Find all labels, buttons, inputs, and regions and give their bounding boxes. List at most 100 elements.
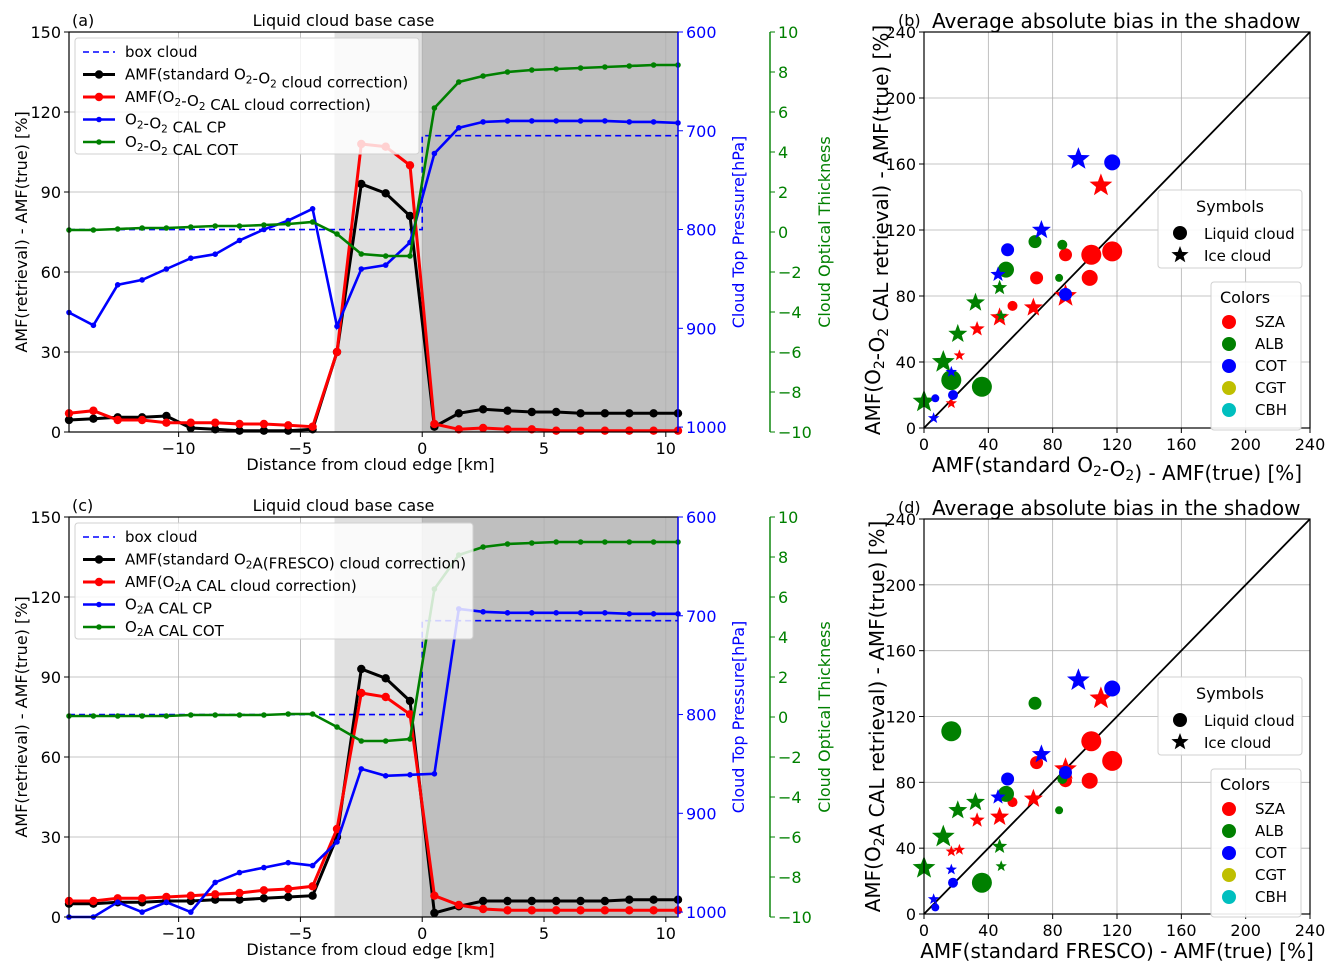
cp-tick-label: 900 [686,319,717,338]
cal-cp-point [90,322,97,329]
cal-cot-point [139,713,145,719]
cal-amf-point [89,406,98,415]
x-tick-label: 10 [656,924,676,943]
cal-cp-point [188,909,194,915]
cal-cot-point [577,65,584,71]
y-axis-label: AMF(retrieval) - AMF(true) [%] [12,596,31,837]
cal-cot-point [553,539,559,545]
cal-cot-point [407,253,413,259]
chart-title: Average absolute bias in the shadow [932,9,1301,33]
liquid-cloud-point [1055,806,1064,815]
cal-amf-point [454,425,463,434]
x-tick-label: 240 [1295,921,1326,940]
x-tick-label: 80 [1042,435,1062,454]
y-tick-label: 120 [885,708,916,727]
cal-amf-point [332,824,342,834]
cal-cp-point [577,118,584,124]
x-tick-label: 5 [539,439,549,458]
cal-cot-point [650,62,657,68]
cal-cot-point [114,226,121,232]
x-tick-label: 40 [978,435,998,454]
cal-amf-point [503,425,512,434]
one-to-one-line [923,518,1311,915]
x-tick-label: 0 [919,921,929,940]
cot-tick-label: 2 [778,668,788,687]
legend-marker [96,624,102,630]
cot-tick-label: 10 [778,23,798,42]
x-axis-label: Distance from cloud edge [km] [246,940,494,959]
cot-tick-label: 8 [778,548,788,567]
symbols-legend-label: Ice cloud [1204,734,1271,752]
standard-amf-point [405,211,415,221]
cal-cp-point [309,862,316,869]
colors-legend-title: Colors [1220,775,1270,794]
cal-cot-point [285,221,292,227]
colors-legend-marker [1222,846,1236,860]
ice-cloud-point [953,843,966,855]
legend-marker [94,92,104,102]
standard-amf-point [600,409,610,418]
standard-amf-point [259,426,269,435]
cal-amf-point [284,884,293,894]
y-tick-label: 0 [906,419,916,438]
cot-tick-label: −4 [778,303,802,322]
cal-cp-point [504,118,511,124]
liquid-cloud-point [1030,271,1044,285]
x-tick-label: 200 [1230,435,1261,454]
y-tick-label: 60 [41,748,61,767]
symbols-legend-box [1157,189,1303,269]
colors-legend-title: Colors [1220,288,1270,307]
cal-amf-point [381,692,390,702]
liquid-cloud-point [941,370,962,391]
liquid-cloud-point [1057,239,1068,250]
liquid-cloud-point [998,785,1014,802]
cal-cot-point [650,539,657,545]
panel-label: (d) [898,498,921,517]
cal-amf-point [137,415,147,425]
colors-legend-label: CBH [1255,888,1287,906]
x-tick-label: 0 [417,924,427,943]
ice-cloud-point [1031,220,1051,239]
ice-cloud-point [931,824,955,847]
y-tick-label: 150 [30,508,61,527]
x-tick-label: −5 [289,924,313,943]
cal-cot-point [577,539,584,545]
standard-amf-point [381,674,390,683]
y-tick-label: 80 [896,287,916,306]
cal-cp-point [188,255,194,261]
ice-cloud-marker [1171,733,1189,750]
colors-legend-label: CGT [1255,379,1287,397]
colors-legend-label: COT [1255,357,1287,375]
cal-cp-line [68,119,679,331]
symbols-legend-title: Symbols [1196,684,1264,703]
cot-axis-label: Cloud Optical Thickness [815,136,834,327]
cal-cot-point [309,711,316,717]
standard-amf-point [503,896,512,906]
cal-amf-point [405,710,415,719]
x-tick-label: 160 [1166,921,1197,940]
legend-label: AMF(O2A CAL cloud correction) [125,573,357,595]
cal-cot-point [212,712,218,718]
cal-cp-point [480,119,486,125]
cal-cp-point [602,118,608,124]
y-tick-label: 120 [30,588,61,607]
symbols-legend-box [1157,676,1303,756]
colors-legend-label: SZA [1255,313,1286,331]
cal-cot-point [456,79,462,85]
cal-amf-point [430,891,439,900]
cal-amf-point [600,426,610,435]
cal-amf-point [649,906,658,915]
cal-cot-point [529,67,535,73]
cal-amf-point [625,906,634,915]
cal-cot-point [504,69,511,75]
cp-tick-label: 600 [686,508,717,527]
standard-amf-point [478,896,488,906]
cal-cot-point [285,711,292,717]
cot-tick-label: −8 [778,868,802,887]
cal-amf-point [357,688,366,698]
liquid-cloud-point [1104,154,1121,171]
liquid-cloud-point [1028,235,1042,249]
cal-cot-point [407,736,413,742]
cal-cot-point [382,738,389,744]
ice-cloud-point [927,412,940,423]
